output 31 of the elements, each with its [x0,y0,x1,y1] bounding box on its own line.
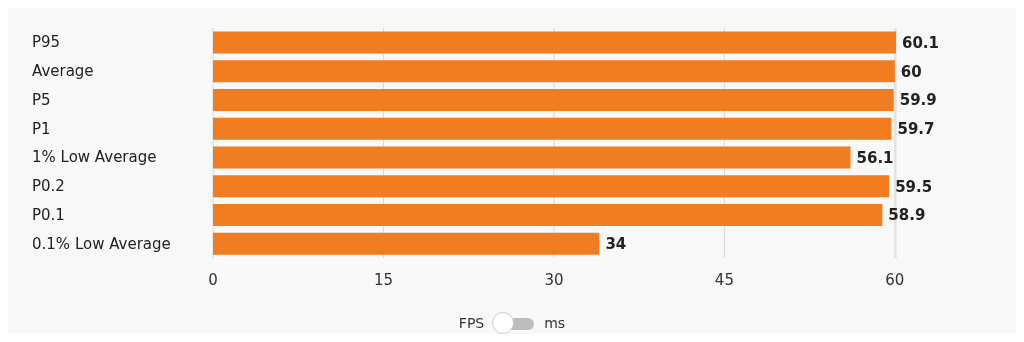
bar [213,203,883,226]
x-tick-label: 45 [714,270,734,289]
x-tick-label: 30 [544,270,564,289]
data-label: 59.7 [897,120,935,139]
bar [213,117,892,140]
bar [213,88,894,111]
data-label: 60 [900,62,922,81]
data-label: 56.1 [856,148,894,167]
y-tick-label: Average [32,62,94,81]
y-tick-label: P0.1 [32,205,65,224]
y-tick-label: P5 [32,90,51,109]
bar [213,146,851,169]
data-label: 59.5 [895,177,933,196]
data-label: 58.9 [888,206,926,225]
data-label: 59.9 [899,91,937,110]
bar [213,232,600,255]
x-tick-label: 15 [373,270,394,289]
y-tick-label: P95 [32,33,61,52]
bar [213,60,895,83]
y-tick-label: 0.1% Low Average [32,234,171,253]
data-label: 60.1 [902,33,940,52]
text: ms [544,315,566,331]
data-label: 34 [605,235,627,254]
y-tick-label: 1% Low Average [32,148,157,167]
x-tick-label: 60 [885,270,905,289]
bar [213,175,890,198]
bar [213,31,896,54]
y-tick-label: P0.2 [32,177,65,196]
y-tick-label: P1 [32,119,51,138]
x-tick-label: 0 [208,270,218,289]
text: FPS [458,315,485,331]
